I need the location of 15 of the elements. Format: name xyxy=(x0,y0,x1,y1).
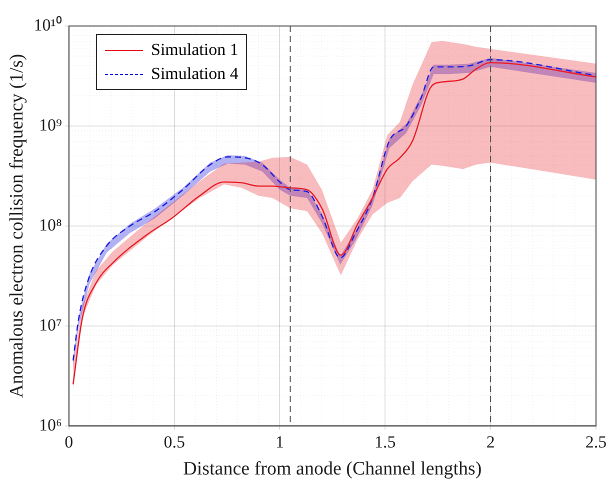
legend-label: Simulation 1 xyxy=(151,39,238,61)
legend-label: Simulation 4 xyxy=(151,63,238,85)
y-tick-label: 10⁷ xyxy=(38,315,62,334)
x-tick-label: 1 xyxy=(275,432,284,452)
x-tick-label: 0 xyxy=(64,432,74,452)
x-tick-label: 2.5 xyxy=(585,432,607,452)
y-tick-label: 10⁸ xyxy=(38,215,62,234)
x-tick-label: 2 xyxy=(486,432,495,452)
x-axis-title: Distance from anode (Channel lengths) xyxy=(183,458,482,480)
y-tick-label: 10¹⁰ xyxy=(34,15,62,34)
x-tick-label: 0.5 xyxy=(164,432,185,452)
y-tick-label: 10⁶ xyxy=(38,415,62,434)
y-tick-label: 10⁹ xyxy=(38,115,62,134)
y-axis-title: Anomalous electron collision frequency (1/s) xyxy=(6,54,28,398)
x-tick-label: 1.5 xyxy=(374,432,396,452)
